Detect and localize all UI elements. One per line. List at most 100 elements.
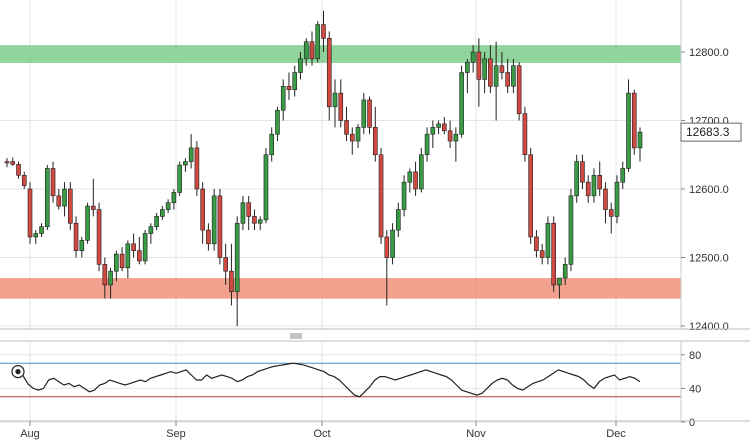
candle xyxy=(545,216,551,265)
candle-body xyxy=(183,161,188,166)
candle xyxy=(125,240,131,279)
price-zones xyxy=(0,45,681,299)
candle xyxy=(580,154,585,189)
candle xyxy=(10,157,16,166)
candle xyxy=(378,147,384,244)
candle-body xyxy=(91,205,96,210)
candle xyxy=(142,230,148,265)
candle-body xyxy=(62,188,67,207)
candle-body xyxy=(459,72,464,135)
candle-body xyxy=(384,236,390,258)
candle-body xyxy=(597,175,603,190)
candle-body xyxy=(234,222,240,293)
time-tick-label: Nov xyxy=(466,428,486,440)
candle xyxy=(275,106,280,142)
candle-body xyxy=(557,277,562,286)
candle-body xyxy=(177,164,182,193)
candle xyxy=(407,168,413,193)
candle xyxy=(620,161,626,189)
candle xyxy=(488,45,493,94)
candle xyxy=(574,154,580,203)
candle-body xyxy=(568,195,574,265)
candle xyxy=(85,202,90,244)
oscillator-tick-label: 80 xyxy=(689,350,701,362)
candle-body xyxy=(367,99,372,128)
candle xyxy=(447,120,453,148)
candle-body xyxy=(580,161,585,183)
candle xyxy=(50,161,56,203)
candle-body xyxy=(574,161,580,197)
candle xyxy=(315,21,321,63)
candle-body xyxy=(637,131,643,149)
last-price-box xyxy=(680,122,742,142)
candle-body xyxy=(413,171,418,190)
price-tick-label: 12400.0 xyxy=(689,321,729,333)
candle xyxy=(551,216,556,292)
candle xyxy=(303,38,309,66)
candle-body xyxy=(511,65,516,87)
candle xyxy=(286,72,292,100)
candle-body xyxy=(217,195,223,258)
candle-body xyxy=(131,243,136,251)
candle xyxy=(493,41,499,121)
candle xyxy=(183,158,188,172)
candle-body xyxy=(326,37,332,108)
candle xyxy=(568,189,574,272)
price-tick-label: 12800.0 xyxy=(689,47,729,59)
candle xyxy=(413,161,418,196)
panel-resize-handle[interactable] xyxy=(288,332,304,339)
candle xyxy=(539,243,545,265)
candle xyxy=(119,247,125,272)
candle-body xyxy=(465,61,470,73)
candle xyxy=(79,236,85,258)
candle xyxy=(557,277,562,299)
candle xyxy=(177,161,182,196)
candle xyxy=(465,58,470,94)
candle-body xyxy=(401,181,407,210)
candle-body xyxy=(447,130,453,142)
candle-body xyxy=(516,65,522,114)
candle-body xyxy=(470,51,476,63)
candle-body xyxy=(488,58,493,87)
time-tick-label: Oct xyxy=(313,428,330,440)
candle xyxy=(257,216,263,231)
marker-dot xyxy=(15,369,21,375)
candle-body xyxy=(119,253,125,269)
candle xyxy=(223,243,228,285)
candle-body xyxy=(620,168,626,183)
candle-body xyxy=(73,222,79,251)
candle xyxy=(68,182,73,231)
candle xyxy=(401,175,407,217)
candle-body xyxy=(194,147,200,190)
candle xyxy=(154,212,159,231)
oscillator-axis: 0 40 80 xyxy=(681,350,701,429)
candle xyxy=(614,175,620,224)
candle-body xyxy=(263,154,269,221)
candle xyxy=(470,45,476,73)
candle-body xyxy=(108,270,113,286)
candle-body xyxy=(137,250,142,262)
oscillator-line xyxy=(17,362,641,398)
candle xyxy=(44,165,50,231)
candle-body xyxy=(280,85,286,111)
candle xyxy=(246,195,251,231)
candle-body xyxy=(430,127,436,135)
candle-body xyxy=(522,113,528,156)
candle-body xyxy=(505,72,510,87)
time-axis: Aug Sep Oct Nov Dec xyxy=(20,421,626,440)
candle xyxy=(4,158,10,168)
candle-body xyxy=(355,127,361,142)
oscillator-tick-label: 40 xyxy=(689,383,701,395)
candle xyxy=(424,127,430,162)
candle xyxy=(165,199,171,213)
candle-body xyxy=(608,209,614,217)
candle xyxy=(516,62,522,121)
oscillator-panel: 0 40 80 xyxy=(0,340,750,429)
candle xyxy=(269,127,275,162)
candle-body xyxy=(142,233,148,262)
candle-body xyxy=(349,133,355,142)
candle-body xyxy=(631,92,637,149)
candle xyxy=(384,230,390,306)
candle xyxy=(459,65,464,138)
